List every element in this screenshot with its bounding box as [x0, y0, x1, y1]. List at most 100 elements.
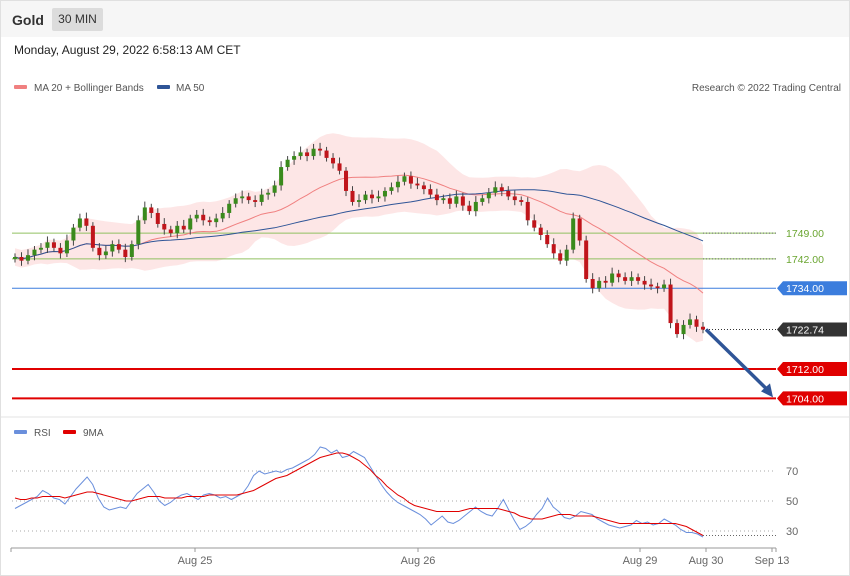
- candle-body: [77, 218, 82, 228]
- candle-body: [214, 218, 219, 223]
- candle-body: [123, 249, 128, 257]
- candle-body: [51, 242, 56, 248]
- rsi-legend-swatch: [14, 430, 27, 434]
- candle-body: [103, 251, 108, 256]
- candle-body: [688, 319, 693, 325]
- candle-body: [512, 196, 517, 201]
- candle-body: [136, 220, 141, 245]
- candle-body: [382, 190, 387, 197]
- ma50-legend-swatch: [157, 85, 170, 89]
- time-tick-label: Aug 29: [623, 555, 658, 567]
- candle-body: [45, 242, 50, 248]
- candle-body: [110, 244, 115, 252]
- ma20-legend-swatch: [14, 85, 27, 89]
- candle-body: [129, 244, 134, 257]
- level-tag-1722.74: [777, 322, 847, 337]
- forecast-arrow-shaft: [704, 328, 770, 392]
- bollinger-band: [15, 133, 703, 343]
- candle-body: [558, 253, 563, 261]
- candle-body: [259, 194, 264, 202]
- candle-body: [305, 152, 310, 157]
- rsi-tick-label: 30: [786, 526, 798, 538]
- candle-body: [700, 326, 706, 330]
- candle-body: [32, 249, 37, 256]
- candle-body: [668, 284, 673, 324]
- candle-body: [610, 273, 615, 283]
- candle-body: [292, 156, 297, 160]
- candle-body: [564, 249, 569, 261]
- candle-body: [480, 198, 485, 202]
- candle-body: [175, 225, 180, 234]
- rsi-tick-label: 50: [786, 496, 798, 508]
- candle-body: [441, 198, 446, 201]
- candle-body: [246, 196, 251, 201]
- candle-body: [58, 247, 63, 254]
- candle-body: [694, 319, 699, 327]
- candle-body: [38, 247, 43, 250]
- candle-body: [64, 240, 69, 254]
- candle-body: [311, 148, 316, 157]
- candle-body: [538, 227, 543, 235]
- candle-body: [71, 227, 76, 241]
- candle-body: [415, 183, 420, 186]
- candle-body: [155, 212, 160, 224]
- candle-body: [499, 187, 504, 191]
- time-axis: Aug 25 Aug 26 Aug 29 Aug 30 Sep 13: [10, 548, 790, 567]
- candle-body: [84, 218, 89, 226]
- candle-body: [12, 257, 18, 259]
- candle-body: [116, 244, 121, 250]
- candle-body: [603, 280, 608, 283]
- candle-body: [298, 152, 303, 157]
- ma9-legend-label: 9MA: [83, 428, 104, 439]
- rsi-series-RSI: [14, 446, 704, 538]
- time-tick-label: Aug 25: [178, 555, 213, 567]
- candle-body: [240, 196, 245, 199]
- ma9-legend-swatch: [63, 430, 76, 434]
- level-label-1734.00: 1734.00: [786, 283, 824, 295]
- forecast-arrow-head: [761, 383, 773, 398]
- candle-body: [97, 247, 102, 256]
- candle-body: [655, 286, 660, 289]
- candle-body: [590, 279, 595, 289]
- candle-body: [460, 196, 465, 206]
- candle-body: [90, 225, 95, 248]
- rsi-tick-label: 70: [786, 466, 798, 478]
- candle-body: [402, 176, 407, 182]
- candle-body: [207, 220, 212, 223]
- candle-body: [597, 280, 602, 289]
- candle-body: [220, 212, 225, 219]
- level-label-1722.74: 1722.74: [786, 325, 824, 337]
- credit-text: Research © 2022 Trading Central: [692, 83, 841, 94]
- candle-body: [279, 167, 284, 186]
- candle-body: [584, 240, 589, 280]
- candle-body: [421, 185, 426, 190]
- candle-body: [486, 192, 491, 199]
- time-tick-label: Sep 13: [755, 555, 790, 567]
- candle-body: [577, 218, 582, 241]
- candle-body: [454, 196, 459, 204]
- level-tag-1704.00: [777, 391, 847, 406]
- candle-body: [318, 148, 323, 151]
- candle-body: [253, 200, 258, 202]
- candle-body: [493, 187, 498, 193]
- candle-body: [356, 200, 362, 202]
- candle-body: [473, 201, 478, 212]
- timeframe-button[interactable]: 30 MIN: [52, 8, 103, 31]
- candle-body: [545, 234, 550, 245]
- price-panel: 1749.00 1742.00 1734.00 1722.74 1712.00 1704.…: [12, 133, 847, 406]
- candle-body: [331, 157, 336, 164]
- ma20-legend-label: MA 20 + Bollinger Bands: [34, 83, 144, 94]
- header-bar: Gold 30 MIN: [1, 1, 849, 37]
- time-tick-label: Aug 26: [401, 555, 436, 567]
- candle-body: [467, 205, 472, 212]
- candle-body: [25, 255, 30, 261]
- rsi-series-9MA: [14, 452, 704, 536]
- level-label-1742.00: 1742.00: [786, 254, 824, 266]
- candle-body: [447, 198, 452, 204]
- candle-body: [571, 218, 576, 250]
- candle-body: [642, 280, 647, 285]
- candle-body: [324, 150, 329, 158]
- candle-body: [285, 159, 290, 168]
- candle-body: [142, 207, 147, 221]
